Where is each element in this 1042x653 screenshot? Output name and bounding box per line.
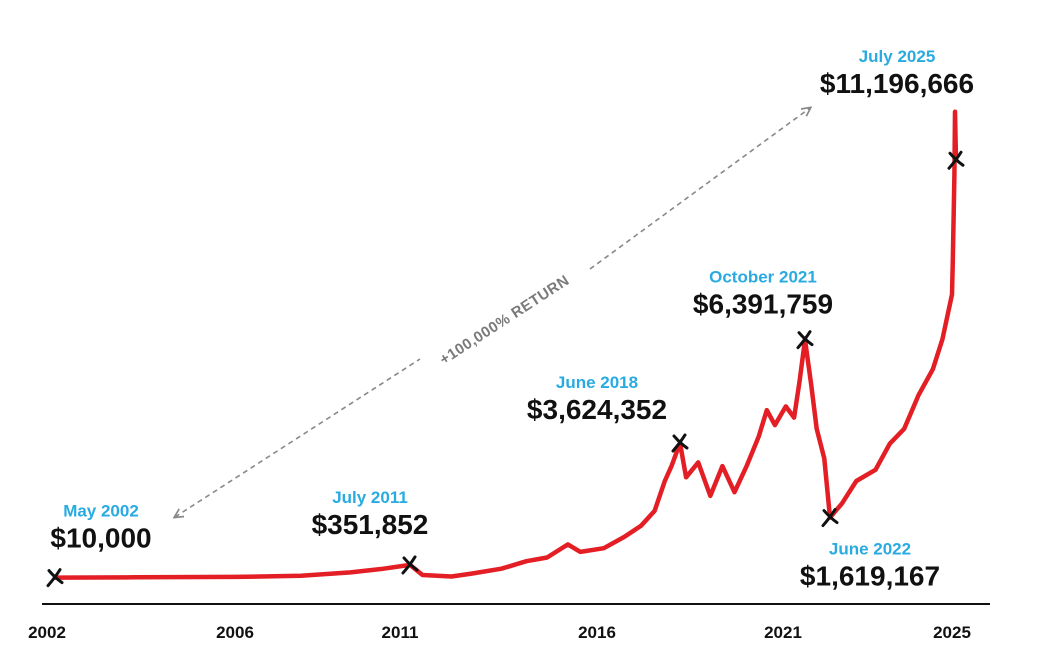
annotation-date: June 2018 bbox=[556, 373, 638, 392]
x-tick-label: 2006 bbox=[216, 623, 254, 642]
annotation-date: July 2025 bbox=[859, 47, 936, 66]
annotation: July 2025 $11,196,666 bbox=[820, 47, 974, 170]
annotation-value: $10,000 bbox=[50, 523, 151, 554]
annotation-value: $3,624,352 bbox=[527, 394, 667, 425]
return-arrow-line-lower bbox=[175, 358, 421, 517]
annotation: July 2011 $351,852 bbox=[312, 488, 429, 575]
annotation-date: May 2002 bbox=[63, 502, 139, 521]
x-tick-label: 2016 bbox=[578, 623, 616, 642]
annotation: October 2021 $6,391,759 bbox=[693, 268, 833, 350]
x-tick-label: 2021 bbox=[764, 623, 802, 642]
annotation: June 2018 $3,624,352 bbox=[527, 373, 689, 453]
x-marker-icon bbox=[947, 150, 965, 170]
annotation-date: June 2022 bbox=[829, 540, 911, 559]
annotation-value: $1,619,167 bbox=[800, 561, 940, 592]
x-marker-icon bbox=[796, 330, 814, 350]
annotation-value: $11,196,666 bbox=[820, 68, 974, 99]
series-line-portfolio bbox=[52, 109, 959, 580]
annotation-value: $6,391,759 bbox=[693, 289, 833, 320]
x-marker-icon bbox=[46, 568, 64, 588]
return-label: +100,000% RETURN bbox=[437, 272, 573, 368]
x-tick-label: 2002 bbox=[28, 623, 66, 642]
x-marker-icon bbox=[401, 555, 419, 575]
annotation-value: $351,852 bbox=[312, 509, 429, 540]
x-marker-icon bbox=[821, 508, 839, 528]
annotation: June 2022 $1,619,167 bbox=[800, 508, 940, 592]
x-tick-label: 2025 bbox=[933, 623, 971, 642]
annotation: May 2002 $10,000 bbox=[46, 502, 152, 588]
annotation-date: October 2021 bbox=[709, 268, 817, 287]
annotation-date: July 2011 bbox=[332, 488, 408, 507]
x-tick-label: 2011 bbox=[382, 623, 419, 642]
return-arrow-line-upper bbox=[589, 108, 810, 270]
x-marker-icon bbox=[671, 433, 689, 453]
